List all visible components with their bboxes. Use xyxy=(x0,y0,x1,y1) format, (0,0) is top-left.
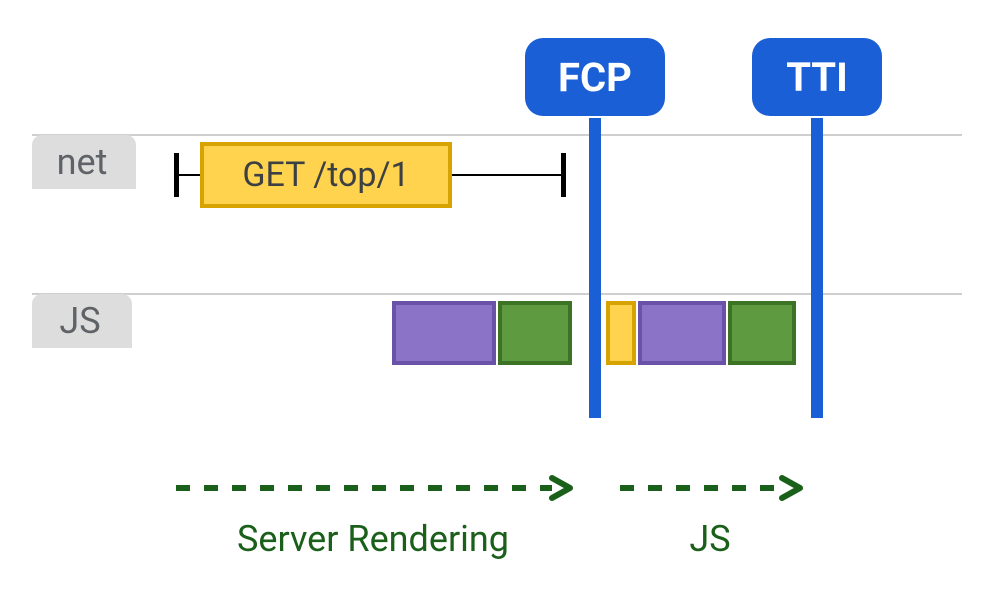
net-track-label: net xyxy=(32,135,136,189)
js-track-label-text: JS xyxy=(59,300,100,342)
fcp-marker-line xyxy=(589,118,601,418)
js-track-label: JS xyxy=(32,294,132,348)
diagram-canvas: net JS GET /top/1 FCP TTI Server Renderi… xyxy=(0,0,994,614)
js-phase-label-text: JS xyxy=(689,518,730,560)
js-block-green xyxy=(728,301,796,365)
js-block-purple xyxy=(638,301,726,365)
tti-badge: TTI xyxy=(752,38,882,116)
net-request-label: GET /top/1 xyxy=(242,155,409,195)
server-rendering-label-text: Server Rendering xyxy=(237,518,509,560)
js-block-purple xyxy=(392,301,496,365)
net-request-box: GET /top/1 xyxy=(200,142,452,208)
js-block-green xyxy=(498,301,572,365)
tti-badge-label: TTI xyxy=(786,54,848,101)
js-block-yellow xyxy=(606,301,636,365)
js-phase-label: JS xyxy=(660,518,760,560)
server-rendering-label: Server Rendering xyxy=(208,518,538,560)
fcp-badge-label: FCP xyxy=(558,54,632,101)
tti-marker-line xyxy=(811,118,823,418)
fcp-badge: FCP xyxy=(525,38,665,116)
net-track-label-text: net xyxy=(57,141,108,183)
